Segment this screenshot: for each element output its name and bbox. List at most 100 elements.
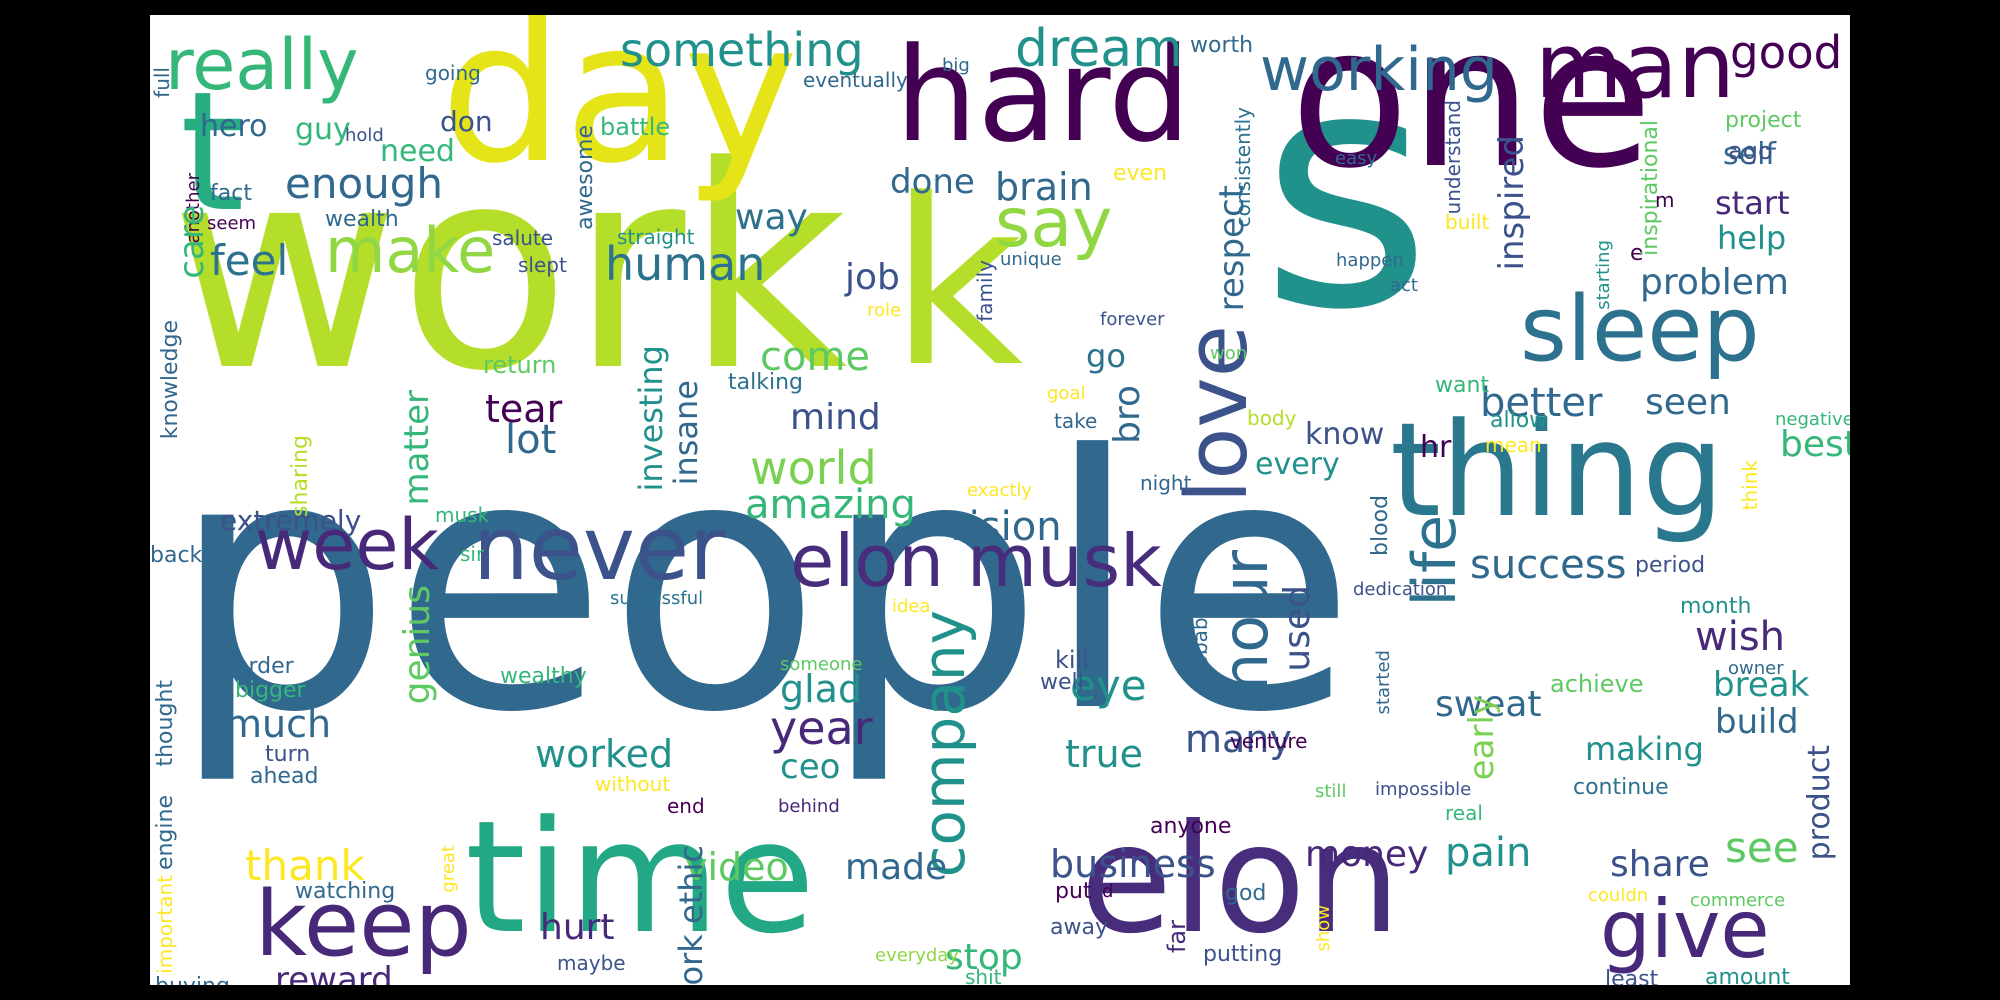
word-worked: worked xyxy=(535,732,674,776)
word-negative: negative xyxy=(1775,409,1850,430)
word-think: think xyxy=(1738,460,1762,511)
word-work: work xyxy=(170,107,848,433)
word-done: done xyxy=(890,162,975,202)
word-owner: owner xyxy=(1728,658,1784,679)
word-dream: dream xyxy=(1015,19,1183,79)
word-early: early xyxy=(1462,695,1502,781)
word-go: go xyxy=(1086,337,1126,375)
word-ahead: ahead xyxy=(250,764,319,789)
word-far: far xyxy=(1163,920,1191,954)
word-tear: tear xyxy=(485,387,563,431)
word-make: make xyxy=(325,214,496,287)
word-every: every xyxy=(1255,447,1340,482)
word-everyday: everyday xyxy=(875,945,959,966)
word-without: without xyxy=(595,772,671,796)
word-pain: pain xyxy=(1445,830,1532,876)
word-ago: ago xyxy=(1728,137,1773,165)
word-body: body xyxy=(1247,406,1297,430)
word-human: human xyxy=(605,237,766,291)
word-anyone: anyone xyxy=(1150,814,1232,839)
word-put: put xyxy=(1055,879,1092,904)
word-full: full xyxy=(150,67,174,98)
word-someone: someone xyxy=(780,654,863,675)
word-making: making xyxy=(1585,730,1704,768)
word-come: come xyxy=(760,334,871,380)
word-awesome: awesome xyxy=(573,125,598,230)
word-commerce: commerce xyxy=(1690,890,1786,911)
word-k: k xyxy=(890,151,1024,418)
word-family: family xyxy=(973,260,997,322)
word-never: never xyxy=(473,497,726,600)
word-good: good xyxy=(1730,26,1843,79)
word-m: m xyxy=(1655,188,1675,212)
word-genius: genius xyxy=(397,585,438,705)
word-care: care xyxy=(172,205,212,279)
word-thought: thought xyxy=(153,680,178,767)
word-sharing: sharing xyxy=(288,435,313,517)
word-one: one xyxy=(1290,15,1653,211)
word-behind: behind xyxy=(778,796,840,817)
word-cloud: people work s day one hard t k time elon… xyxy=(150,15,1850,985)
word-still: still xyxy=(1315,781,1347,802)
word-way: way xyxy=(735,197,808,238)
word-elon: elon xyxy=(1080,793,1401,967)
word-amazing: amazing xyxy=(745,482,916,528)
word-success: success xyxy=(1470,542,1627,588)
word-want: want xyxy=(1435,373,1490,398)
word-worth: worth xyxy=(1190,33,1254,58)
word-e: e xyxy=(1630,241,1644,266)
word-hr: hr xyxy=(1420,430,1452,465)
word-project: project xyxy=(1725,108,1802,133)
word-end: end xyxy=(667,794,705,818)
word-couldn: couldn xyxy=(1588,885,1649,906)
word-away: away xyxy=(1050,915,1108,940)
word-hero: hero xyxy=(200,109,268,144)
word-eye: eye xyxy=(1070,661,1147,710)
word-salute: salute xyxy=(492,226,554,250)
word-don: don xyxy=(440,105,493,138)
word-role: role xyxy=(867,300,902,321)
word-hour: hour xyxy=(1209,550,1282,693)
word-thing: thing xyxy=(1390,394,1725,546)
word-talking: talking xyxy=(728,370,803,395)
word-amount: amount xyxy=(1705,965,1790,986)
word-give: give xyxy=(1600,883,1770,976)
word-idea: idea xyxy=(892,596,931,617)
word-maybe: maybe xyxy=(557,951,626,975)
word-fact: fact xyxy=(210,181,252,206)
word-allow: allow xyxy=(1490,408,1548,433)
word-sweat: sweat xyxy=(1435,684,1542,725)
word-seen: seen xyxy=(1645,382,1731,423)
word-blood: blood xyxy=(1368,495,1393,556)
word-shit: shit xyxy=(965,965,1002,985)
word-show: show xyxy=(1313,905,1334,952)
word-many: many xyxy=(1185,717,1292,761)
word-bro: bro xyxy=(1107,385,1148,444)
word-share: share xyxy=(1610,844,1710,885)
word-better: better xyxy=(1480,380,1603,426)
word-started: started xyxy=(1373,650,1394,715)
word-buying: buying xyxy=(155,976,230,986)
word-real: real xyxy=(1445,801,1483,825)
word-video: video xyxy=(685,845,789,889)
word-self: self xyxy=(1723,137,1776,172)
word-elon-musk: elon musk xyxy=(790,519,1162,603)
word-slept: slept xyxy=(518,253,567,277)
word-big: big xyxy=(942,55,970,76)
word-need: need xyxy=(380,134,455,169)
word-order: order xyxy=(235,654,294,679)
word-vision: vision xyxy=(945,504,1062,550)
word-hurt: hurt xyxy=(540,907,615,948)
word-something: something xyxy=(620,23,864,77)
word-successful: successful xyxy=(610,588,704,609)
word-bigger: bigger xyxy=(235,678,306,703)
word-business: business xyxy=(1050,842,1216,886)
word-dedication: dedication xyxy=(1353,579,1448,600)
word-well: well xyxy=(1040,670,1084,695)
word-matter: matter xyxy=(397,390,437,506)
word-used: used xyxy=(1277,585,1318,672)
word-back: back xyxy=(150,543,203,568)
word-inspired: inspired xyxy=(1492,135,1532,271)
word-break: break xyxy=(1713,665,1810,705)
word-day: day xyxy=(440,15,799,206)
